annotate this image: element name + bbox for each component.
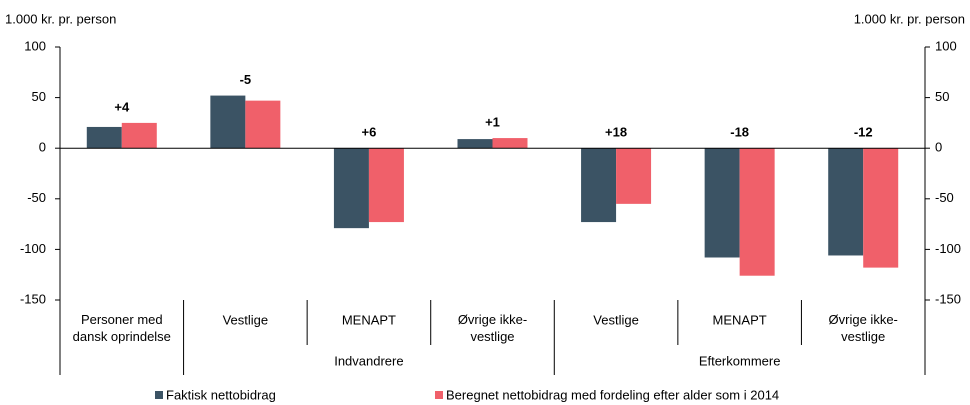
legend-label: Beregnet nettobidrag med fordeling efter… [446,387,779,402]
y-axis-label: 1.000 kr. pr. person [5,11,116,26]
bar [457,139,493,149]
x-tick-label: Personer med dansk oprindelse [73,312,171,344]
legend-swatch [435,391,443,399]
x-tick-label: Vestlige [593,312,639,327]
bar [245,100,281,149]
annotation: +18 [605,125,627,140]
bar [333,148,369,229]
annotation: +6 [362,125,377,140]
x-tick-label: Øvrige ikke-vestlige [829,312,898,344]
x-tick-label: MENAPT [713,312,767,327]
annotation: -12 [854,125,873,140]
bar [704,148,740,258]
y2-tick-label: -50 [935,190,954,205]
group-label: Efterkommere [699,353,781,368]
y-tick-label: -150 [20,291,46,306]
x-tick-label: Øvrige ikke-vestlige [458,312,527,344]
y2-tick-label: 0 [935,140,942,155]
x-tick-label: MENAPT [342,312,396,327]
annotation: -5 [240,72,252,87]
y-tick-label: 0 [39,140,46,155]
y2-tick-label: 100 [935,38,957,53]
bar [616,148,652,204]
bar [739,148,775,276]
y2-tick-label: 50 [935,89,949,104]
bar [121,122,157,149]
y-tick-label: -100 [20,241,46,256]
bar [210,95,246,149]
legend-label: Faktisk nettobidrag [166,387,276,402]
annotation: +1 [485,115,500,130]
bar [86,126,122,149]
legend-swatch [155,391,163,399]
bar [492,138,528,149]
bar [863,148,899,268]
y2-tick-label: -100 [935,241,961,256]
y-tick-label: -50 [27,190,46,205]
bar [828,148,864,256]
bar [368,148,404,223]
x-tick-label: Vestlige [223,312,269,327]
y-tick-label: 100 [24,38,46,53]
annotation: -18 [730,125,749,140]
group-label: Indvandrere [334,353,403,368]
y2-tick-label: -150 [935,291,961,306]
bar [581,148,617,223]
y2-axis-label: 1.000 kr. pr. person [854,11,965,26]
y-tick-label: 50 [32,89,46,104]
annotation: +4 [114,99,130,114]
